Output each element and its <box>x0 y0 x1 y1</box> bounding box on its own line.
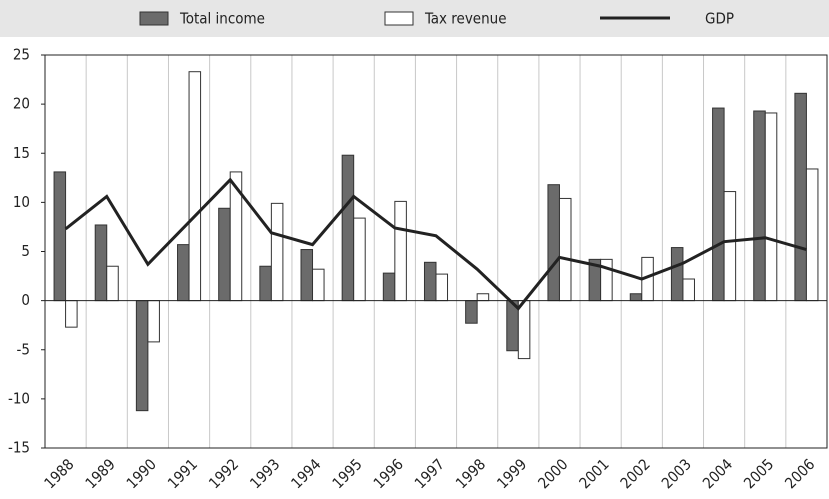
y-tick-label: 5 <box>21 242 30 260</box>
x-tick-label: 2002 <box>617 455 654 492</box>
x-tick-label: 1990 <box>123 455 160 492</box>
x-tick-label: 1988 <box>41 455 78 492</box>
bar <box>300 249 314 302</box>
x-tick-label: 1995 <box>329 455 366 492</box>
legend-label: Total income <box>179 10 265 28</box>
bar <box>188 71 202 302</box>
bar <box>53 171 67 302</box>
bar <box>682 278 695 302</box>
y-tick-label: 0 <box>21 291 30 309</box>
bar <box>382 272 396 302</box>
x-tick-label: 1999 <box>493 455 530 492</box>
legend-label: Tax revenue <box>424 10 507 28</box>
bar <box>670 247 684 302</box>
bar <box>723 191 737 302</box>
x-tick-label: 2005 <box>740 455 777 492</box>
bar <box>147 300 160 343</box>
legend-swatch <box>139 11 169 26</box>
bar <box>558 197 572 302</box>
bar <box>712 107 725 302</box>
bar <box>423 261 437 302</box>
x-tick-label: 1991 <box>164 455 201 492</box>
x-tick-label: 1989 <box>82 455 119 492</box>
x-tick-label: 2006 <box>781 455 818 492</box>
legend-label: GDP <box>705 10 734 28</box>
bar <box>218 207 231 302</box>
y-tick-label: 10 <box>13 193 30 211</box>
x-tick-label: 2003 <box>658 455 695 492</box>
y-tick-label: 15 <box>13 144 30 162</box>
bar <box>805 168 819 302</box>
y-tick-label: -10 <box>8 389 30 407</box>
bar <box>106 265 119 302</box>
bar <box>753 110 766 302</box>
bar <box>517 300 531 360</box>
bar <box>465 300 478 324</box>
y-tick-label: -5 <box>17 340 30 358</box>
bar <box>547 184 560 302</box>
bar <box>259 265 272 302</box>
y-tick-label: 20 <box>13 95 30 113</box>
x-tick-label: 1996 <box>370 455 407 492</box>
x-tick-label: 1994 <box>288 455 325 492</box>
bar <box>270 202 284 302</box>
bar <box>435 273 449 302</box>
x-tick-label: 1998 <box>452 455 489 492</box>
y-tick-label: -15 <box>8 439 30 457</box>
x-tick-label: 2000 <box>534 455 571 492</box>
bar <box>94 224 108 302</box>
bar <box>629 293 643 302</box>
plot-frame <box>44 54 828 449</box>
x-tick-label: 2001 <box>576 455 613 492</box>
bar <box>394 200 407 302</box>
bar <box>65 300 78 328</box>
line <box>64 177 807 311</box>
y-tick-label: 25 <box>13 46 30 64</box>
bar <box>341 154 355 302</box>
bar <box>135 300 149 412</box>
x-tick-label: 1992 <box>205 455 242 492</box>
x-tick-label: 1993 <box>246 455 283 492</box>
legend-swatch <box>384 11 414 26</box>
bar <box>353 217 366 302</box>
bar <box>177 244 190 302</box>
bar <box>476 293 490 302</box>
x-tick-label: 1997 <box>411 455 448 492</box>
x-tick-label: 2004 <box>699 455 736 492</box>
bar <box>764 112 778 302</box>
legend-band <box>0 0 829 37</box>
bar <box>312 268 325 302</box>
bar <box>794 92 807 302</box>
